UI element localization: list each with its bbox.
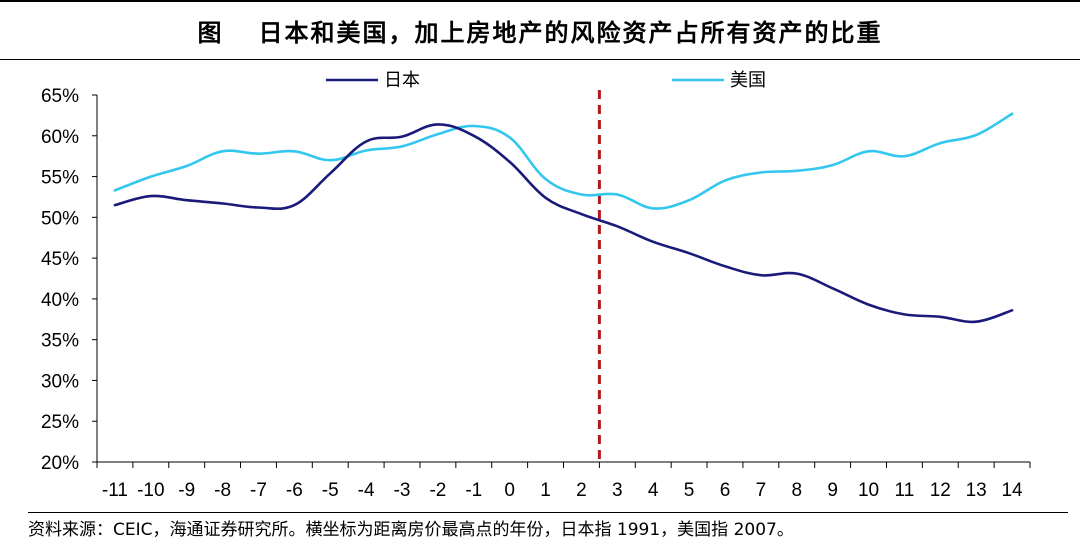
legend: 日本 美国	[326, 70, 766, 91]
x-tick-label: 11	[895, 480, 915, 501]
x-tick-label: -5	[322, 480, 339, 501]
x-tick-label: 9	[827, 480, 838, 501]
figure-label: 图	[197, 19, 223, 47]
y-tick-label: 45%	[41, 249, 79, 270]
x-tick-label: 3	[612, 480, 623, 501]
x-tick-label: 10	[858, 480, 879, 501]
x-tick-label: 4	[648, 480, 659, 501]
y-tick-label: 20%	[41, 453, 79, 474]
x-tick-label: -8	[214, 480, 231, 501]
x-tick-label: 7	[756, 480, 767, 501]
x-tick-label: -2	[429, 480, 446, 501]
source-note: 资料来源：CEIC，海通证券研究所。横坐标为距离房价最高点的年份，日本指 199…	[28, 512, 1068, 540]
y-tick-label: 25%	[41, 412, 79, 433]
x-tick-label: -3	[394, 480, 411, 501]
series-line-japan	[113, 123, 1014, 324]
x-tick-label: 12	[930, 480, 951, 501]
x-tick-label: 1	[540, 480, 551, 501]
legend-label-japan: 日本	[384, 70, 420, 91]
line-chart: 20%25%30%35%40%45%50%55%60%65%-11 -10 -9 -8…	[41, 70, 1031, 501]
x-tick-label: -10	[137, 480, 164, 501]
y-tick-label: 30%	[41, 371, 79, 392]
x-tick-label: -4	[358, 480, 375, 501]
x-tick-label: -7	[250, 480, 267, 501]
x-tick-label: -11	[102, 480, 128, 501]
y-tick-label: 55%	[41, 168, 79, 189]
x-tick-label: -1	[465, 480, 482, 501]
series-group	[113, 112, 1014, 324]
x-tick-label: 2	[576, 480, 587, 501]
axes: 20%25%30%35%40%45%50%55%60%65%-11 -10 -9 -8…	[41, 86, 1031, 501]
y-tick-label: 50%	[41, 208, 79, 229]
x-tick-label: 6	[720, 480, 731, 501]
x-tick-label: 14	[1001, 480, 1023, 501]
x-tick-label: -6	[286, 480, 303, 501]
y-tick-label: 65%	[41, 86, 79, 107]
x-tick-label: 8	[791, 480, 802, 501]
x-tick-label: 5	[684, 480, 695, 501]
figure-title-bar: 图 日本和美国，加上房地产的风险资产占所有资产的比重	[0, 0, 1080, 60]
y-tick-label: 60%	[41, 127, 79, 148]
y-tick-label: 40%	[41, 290, 79, 311]
x-tick-label: 13	[966, 480, 987, 501]
x-tick-label: 0	[504, 480, 515, 501]
y-tick-label: 35%	[41, 331, 79, 352]
x-tick-label: -9	[178, 480, 195, 501]
legend-label-usa: 美国	[730, 70, 766, 91]
chart-title: 日本和美国，加上房地产的风险资产占所有资产的比重	[258, 19, 883, 47]
series-line-usa	[113, 112, 1014, 210]
